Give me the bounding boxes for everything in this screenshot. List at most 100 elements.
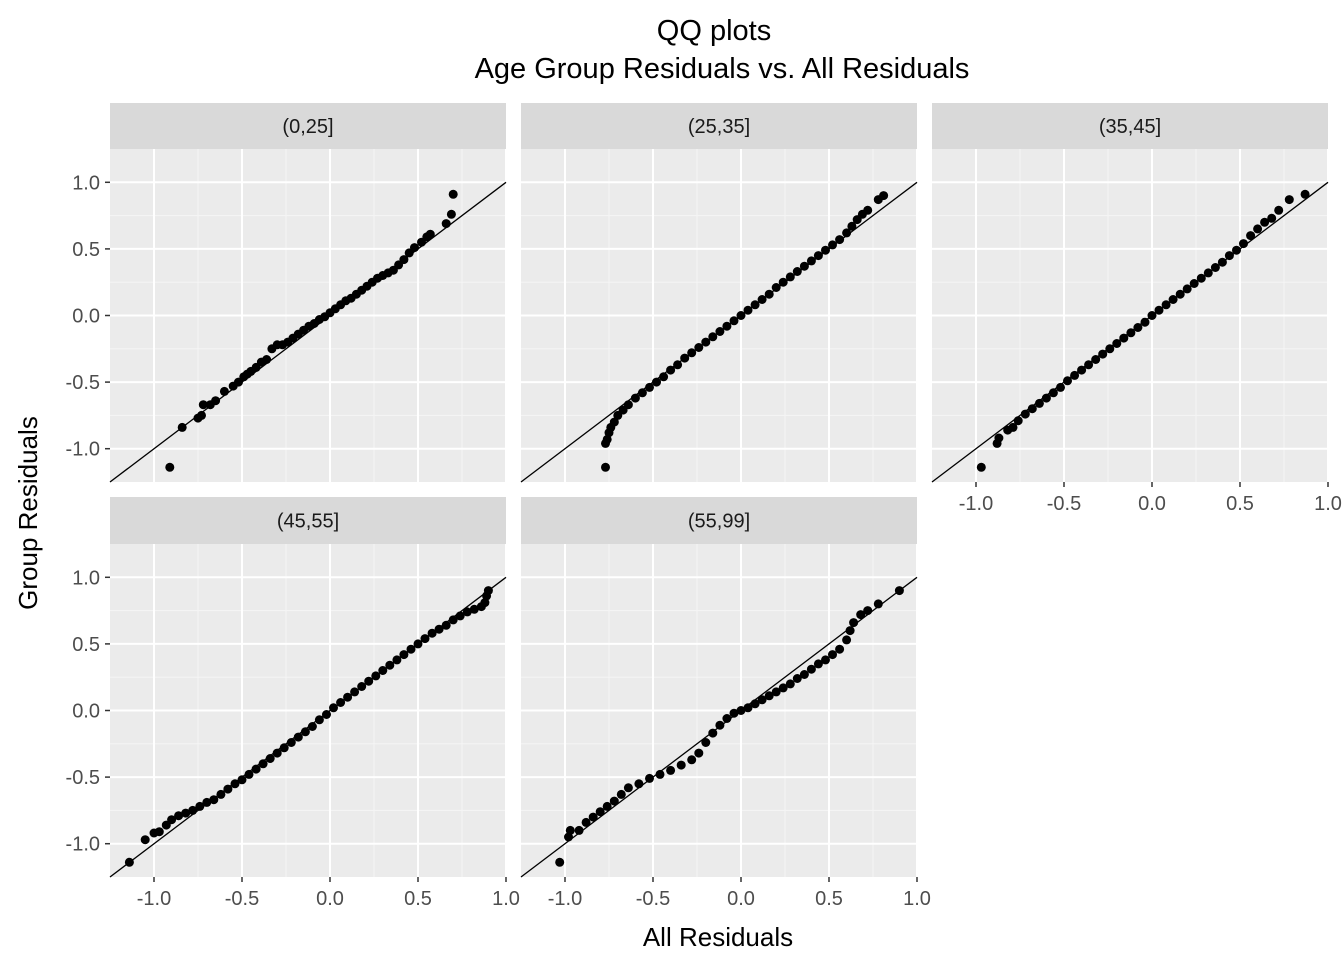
facet-panel: (0,25] -1.0 -0.5 0.0 0.5 1.0 bbox=[66, 103, 507, 483]
data-point bbox=[676, 760, 686, 770]
data-point bbox=[863, 606, 873, 616]
data-point bbox=[177, 422, 187, 432]
facet-panel: (25,35] bbox=[520, 103, 918, 483]
data-point bbox=[209, 795, 219, 805]
data-point bbox=[845, 626, 855, 636]
data-point bbox=[237, 775, 247, 785]
data-point bbox=[694, 748, 704, 758]
data-point bbox=[211, 396, 221, 406]
data-point bbox=[835, 235, 845, 245]
data-point bbox=[1154, 305, 1164, 315]
data-point bbox=[385, 660, 395, 670]
data-point bbox=[771, 283, 781, 292]
data-point bbox=[750, 699, 760, 709]
data-point bbox=[1260, 217, 1270, 227]
data-point bbox=[778, 683, 788, 693]
facet-strip-label: (55,99] bbox=[688, 511, 750, 533]
data-point bbox=[399, 255, 409, 265]
data-point bbox=[623, 783, 633, 793]
data-point bbox=[813, 251, 823, 261]
data-point bbox=[329, 703, 338, 713]
data-point bbox=[750, 300, 760, 310]
data-point bbox=[601, 462, 610, 472]
data-point bbox=[343, 692, 353, 702]
data-point bbox=[392, 655, 402, 665]
data-point bbox=[364, 676, 374, 686]
data-point bbox=[715, 720, 725, 730]
data-point bbox=[202, 797, 212, 807]
data-point bbox=[272, 748, 282, 758]
data-point bbox=[645, 382, 654, 392]
data-point bbox=[1182, 284, 1192, 294]
data-point bbox=[863, 205, 873, 215]
y-tick-label: 1.0 bbox=[72, 567, 100, 589]
y-tick-label: -1.0 bbox=[66, 834, 100, 856]
data-point bbox=[216, 789, 226, 799]
facet-strip bbox=[521, 497, 917, 544]
data-point bbox=[1189, 279, 1199, 288]
data-point bbox=[842, 635, 852, 645]
data-point bbox=[565, 825, 575, 835]
data-point bbox=[764, 691, 774, 701]
facet-panels: (0,25] -1.0 -0.5 0.0 0.5 1.0 (25,35] (35,45] -1.… bbox=[66, 103, 1342, 910]
data-point bbox=[806, 664, 816, 674]
facet-panel: (55,99] -1.0 -0.5 0.0 0.5 1.0 bbox=[520, 497, 931, 910]
data-point bbox=[806, 256, 816, 266]
x-tick-label: 1.0 bbox=[903, 888, 931, 910]
data-point bbox=[634, 779, 644, 789]
data-point bbox=[167, 815, 177, 825]
data-point bbox=[314, 715, 324, 725]
data-point bbox=[322, 710, 331, 719]
data-point bbox=[1161, 300, 1171, 310]
facet-panel: (35,45] -1.0 -0.5 0.0 0.5 1.0 bbox=[931, 103, 1342, 515]
data-point bbox=[195, 801, 205, 811]
data-point bbox=[434, 624, 444, 634]
data-point bbox=[1217, 257, 1227, 267]
chart-subtitle: Age Group Residuals vs. All Residuals bbox=[475, 53, 970, 85]
facet-strip-label: (45,55] bbox=[277, 511, 339, 533]
data-point bbox=[894, 586, 904, 596]
data-point bbox=[223, 784, 233, 794]
data-point bbox=[251, 764, 261, 774]
data-point bbox=[821, 655, 830, 665]
data-point bbox=[701, 337, 711, 347]
x-tick-label: -1.0 bbox=[137, 888, 171, 910]
data-point bbox=[849, 618, 859, 628]
data-point bbox=[1063, 376, 1072, 386]
data-point bbox=[181, 808, 191, 818]
data-point bbox=[462, 607, 472, 617]
data-point bbox=[609, 796, 619, 806]
data-point bbox=[687, 755, 697, 765]
data-point bbox=[792, 674, 802, 683]
data-point bbox=[616, 789, 626, 799]
facet-strip-label: (35,45] bbox=[1099, 116, 1161, 138]
data-point bbox=[1140, 317, 1150, 327]
data-point bbox=[174, 811, 184, 821]
data-point bbox=[757, 695, 767, 705]
facet-strip-label: (0,25] bbox=[282, 116, 333, 138]
data-point bbox=[483, 586, 493, 596]
data-point bbox=[1034, 398, 1044, 408]
y-tick-label: 0.5 bbox=[72, 634, 100, 656]
data-point bbox=[357, 682, 367, 691]
data-point bbox=[828, 240, 837, 250]
data-point bbox=[743, 703, 753, 713]
data-point bbox=[441, 219, 451, 229]
data-point bbox=[595, 807, 605, 817]
data-point bbox=[1008, 422, 1018, 432]
data-point bbox=[873, 599, 883, 609]
data-point bbox=[448, 615, 458, 625]
facet-strip-label: (25,35] bbox=[688, 116, 750, 138]
data-point bbox=[729, 708, 739, 718]
data-point bbox=[1239, 239, 1248, 249]
x-tick-label: -0.5 bbox=[1047, 493, 1081, 515]
data-point bbox=[154, 827, 164, 837]
data-point bbox=[410, 243, 419, 253]
data-point bbox=[687, 348, 697, 358]
data-point bbox=[715, 327, 725, 336]
data-point bbox=[300, 727, 310, 737]
data-point bbox=[637, 388, 647, 398]
data-point bbox=[574, 825, 584, 835]
data-point bbox=[736, 706, 746, 715]
data-point bbox=[307, 722, 317, 731]
